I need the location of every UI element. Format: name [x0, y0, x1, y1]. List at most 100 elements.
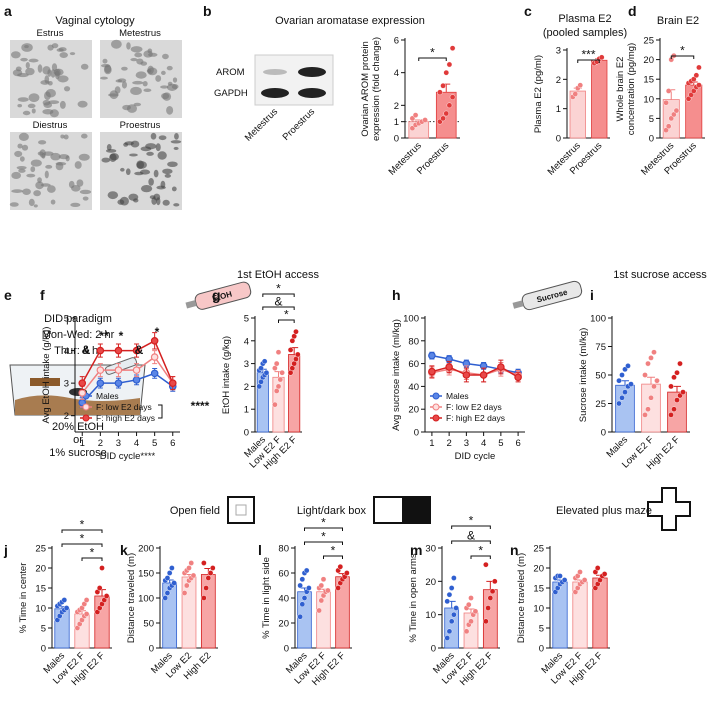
significance-bracket	[81, 557, 103, 561]
chart-title: 1st EtOH access	[237, 269, 319, 281]
cell	[117, 78, 127, 83]
cell	[173, 146, 179, 150]
cell	[10, 51, 21, 59]
data-point	[428, 367, 436, 376]
significance-label: *	[321, 516, 326, 530]
y-tick-label: 2	[64, 411, 69, 422]
data-point	[619, 372, 625, 378]
cell	[69, 52, 76, 56]
y-tick-label: 0	[41, 644, 46, 655]
cell	[150, 132, 157, 140]
y-tick-label: 20	[425, 577, 436, 588]
data-point	[275, 383, 282, 390]
y-tick-label: 50	[595, 371, 606, 382]
legend-label: F: high E2 days	[446, 413, 505, 423]
cell	[140, 146, 152, 152]
image-label: Estrus	[37, 28, 64, 39]
data-point	[696, 82, 702, 88]
y-tick-label: 80	[278, 544, 289, 555]
cell	[18, 132, 29, 141]
data-point	[96, 585, 103, 591]
data-point	[207, 570, 214, 576]
panel-letter: c	[524, 3, 532, 19]
cell	[121, 81, 127, 89]
data-point	[577, 82, 584, 88]
y-tick-label: 5	[539, 624, 544, 635]
y-tick-label: 10	[425, 610, 436, 621]
y-tick-label: 80	[408, 336, 419, 347]
data-point	[444, 635, 451, 641]
x-tick-label: 3	[464, 438, 469, 449]
schedule: Mon-Wed: 2 hr	[42, 329, 115, 341]
x-tick-label: 1	[80, 438, 85, 449]
data-point	[301, 595, 308, 601]
data-point	[594, 565, 601, 571]
y-tick-label: 5	[41, 624, 46, 635]
y-tick-label: 150	[138, 569, 154, 580]
data-point	[287, 347, 294, 353]
data-point	[83, 597, 90, 603]
panel-title: DID paradigm	[44, 313, 112, 325]
cell	[77, 100, 88, 108]
significance-bracket	[262, 306, 295, 310]
chart-title: Plasma E2	[558, 13, 611, 25]
data-point	[78, 389, 87, 397]
data-point	[428, 351, 436, 360]
significance-label: *	[478, 544, 483, 558]
cell	[74, 161, 82, 169]
cell	[47, 44, 54, 51]
data-point	[463, 628, 470, 635]
data-point	[483, 561, 489, 568]
blot-lane-label: Metestrus	[243, 106, 280, 143]
blot-membrane	[254, 54, 334, 106]
cell	[49, 109, 59, 118]
significance-bracket	[323, 555, 343, 559]
x-tick-label: 5	[152, 438, 157, 449]
panel-letter: k	[120, 542, 128, 558]
y-tick-label: 0	[539, 644, 544, 655]
data-point	[690, 76, 697, 82]
data-point	[325, 587, 331, 594]
data-point	[577, 569, 583, 575]
data-point	[303, 567, 310, 574]
data-point	[132, 346, 141, 355]
data-point	[169, 565, 175, 571]
cell	[143, 50, 153, 58]
cell	[106, 144, 112, 151]
bedding	[15, 395, 140, 415]
y-tick-label: 5	[64, 314, 69, 325]
cell	[28, 58, 39, 63]
cell	[33, 190, 41, 197]
y-tick-label: 0	[649, 134, 654, 145]
cell	[9, 202, 19, 207]
cell	[166, 106, 174, 115]
cell	[27, 103, 36, 109]
y-tick-label: 0	[601, 428, 606, 439]
significance-bracket	[262, 293, 295, 297]
y-tick-label: 25	[533, 544, 544, 555]
data-point	[443, 69, 450, 76]
y-axis-label: Avg sucrose intake (ml/kg)	[391, 319, 402, 431]
data-point	[449, 45, 456, 51]
cell	[155, 143, 161, 152]
x-tick-label: 6	[170, 438, 175, 449]
data-point	[448, 618, 455, 625]
blot-label: AROM	[216, 67, 245, 78]
significance-label: &	[82, 343, 91, 357]
schedule: Thur: 4 hr	[54, 345, 102, 357]
data-point	[320, 576, 327, 583]
panel-letter: g	[212, 287, 221, 303]
cell	[134, 52, 143, 58]
open-field-icon	[227, 496, 255, 524]
data-point	[318, 582, 325, 589]
data-point	[487, 595, 494, 601]
data-point	[625, 363, 631, 369]
legend-marker	[432, 392, 440, 400]
data-point	[674, 369, 680, 376]
data-point	[685, 96, 692, 102]
significance-bracket	[61, 543, 103, 547]
cell	[158, 135, 167, 141]
significance-label: *	[119, 329, 124, 343]
data-point	[306, 585, 312, 591]
